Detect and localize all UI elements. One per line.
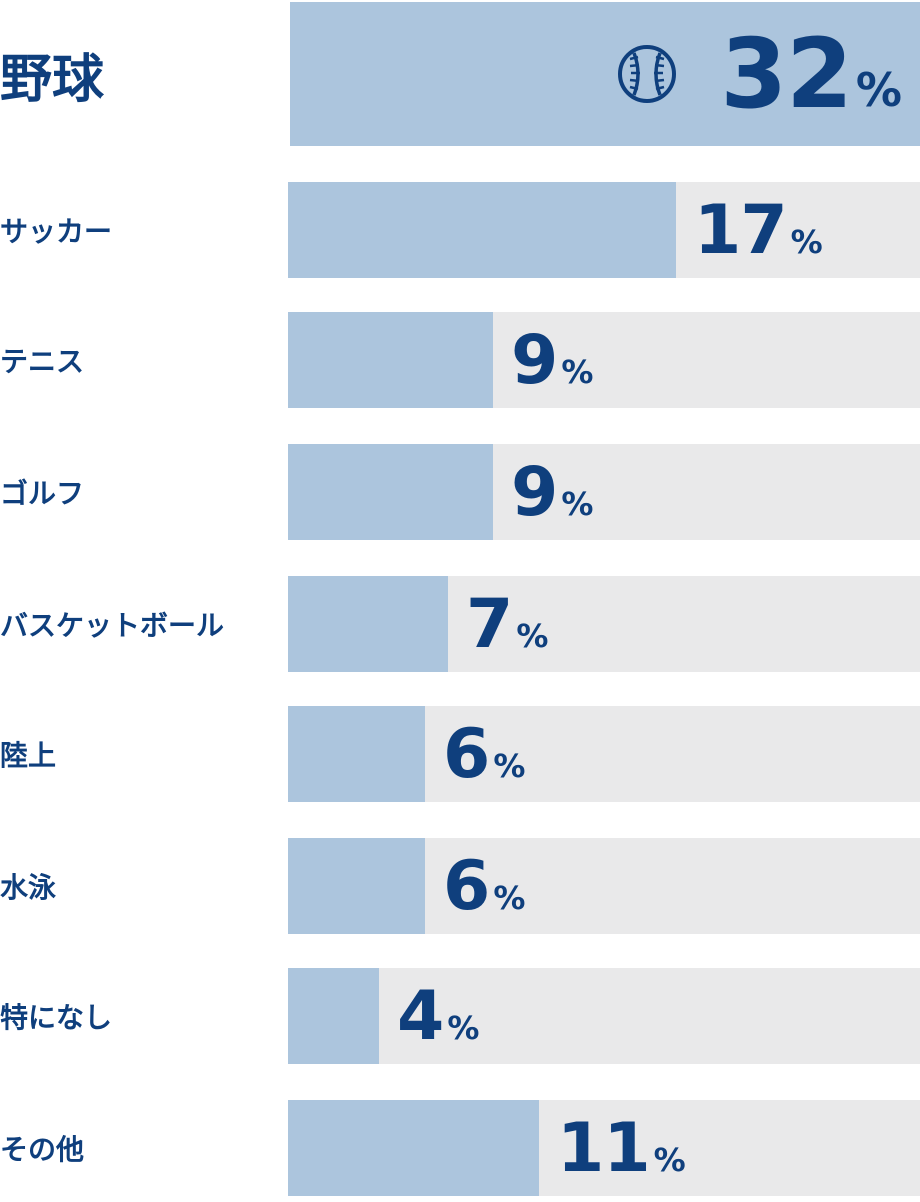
bar-row: ゴルフ 9% bbox=[0, 444, 920, 540]
value-unit: % bbox=[493, 747, 526, 785]
bar-row: 野球 32% bbox=[0, 2, 920, 146]
value-label: 7% bbox=[466, 576, 548, 672]
value-unit: % bbox=[855, 63, 902, 117]
bar-row: 陸上 6% bbox=[0, 706, 920, 802]
value-number: 6 bbox=[443, 846, 490, 926]
value-label: 9% bbox=[511, 444, 593, 540]
bar-row: バスケットボール 7% bbox=[0, 576, 920, 672]
value-number: 4 bbox=[397, 976, 444, 1056]
bar-row: サッカー 17% bbox=[0, 182, 920, 278]
value-label: 6% bbox=[443, 838, 525, 934]
category-label: サッカー bbox=[0, 215, 113, 248]
value-number: 9 bbox=[511, 320, 558, 400]
bar bbox=[288, 838, 425, 934]
value-unit: % bbox=[653, 1141, 686, 1179]
bar-track bbox=[288, 968, 920, 1064]
value-number: 11 bbox=[557, 1108, 651, 1188]
bar-row: 特になし 4% bbox=[0, 968, 920, 1064]
value-label: 17% bbox=[694, 182, 823, 278]
value-label: 4% bbox=[397, 968, 479, 1064]
value-unit: % bbox=[561, 485, 594, 523]
bar bbox=[288, 706, 425, 802]
value-label: 6% bbox=[443, 706, 525, 802]
category-label: ゴルフ bbox=[0, 477, 85, 510]
value-unit: % bbox=[493, 879, 526, 917]
bar bbox=[288, 444, 493, 540]
value-label: 32% bbox=[720, 2, 902, 146]
value-number: 7 bbox=[466, 584, 513, 664]
bar bbox=[288, 576, 448, 672]
bar bbox=[288, 182, 676, 278]
category-label: 陸上 bbox=[0, 739, 57, 772]
bar bbox=[288, 312, 493, 408]
baseball-icon-wrap bbox=[616, 2, 678, 146]
baseball-icon bbox=[618, 45, 676, 103]
bar-row: テニス 9% bbox=[0, 312, 920, 408]
bar-row: その他 11% bbox=[0, 1100, 920, 1196]
bar bbox=[290, 2, 920, 146]
category-label: 特になし bbox=[0, 1001, 113, 1034]
category-label: 野球 bbox=[0, 49, 105, 110]
value-number: 32 bbox=[720, 18, 853, 130]
value-number: 9 bbox=[511, 452, 558, 532]
value-number: 6 bbox=[443, 714, 490, 794]
value-label: 9% bbox=[511, 312, 593, 408]
value-unit: % bbox=[790, 223, 823, 261]
value-number: 17 bbox=[694, 190, 788, 270]
category-label: その他 bbox=[0, 1133, 85, 1166]
value-unit: % bbox=[561, 353, 594, 391]
value-unit: % bbox=[516, 617, 549, 655]
category-label: テニス bbox=[0, 345, 85, 378]
value-label: 11% bbox=[557, 1100, 686, 1196]
bar-row: 水泳 6% bbox=[0, 838, 920, 934]
category-label: バスケットボール bbox=[0, 609, 225, 642]
bar bbox=[288, 1100, 539, 1196]
category-label: 水泳 bbox=[0, 871, 57, 904]
value-unit: % bbox=[447, 1009, 480, 1047]
bar bbox=[288, 968, 379, 1064]
